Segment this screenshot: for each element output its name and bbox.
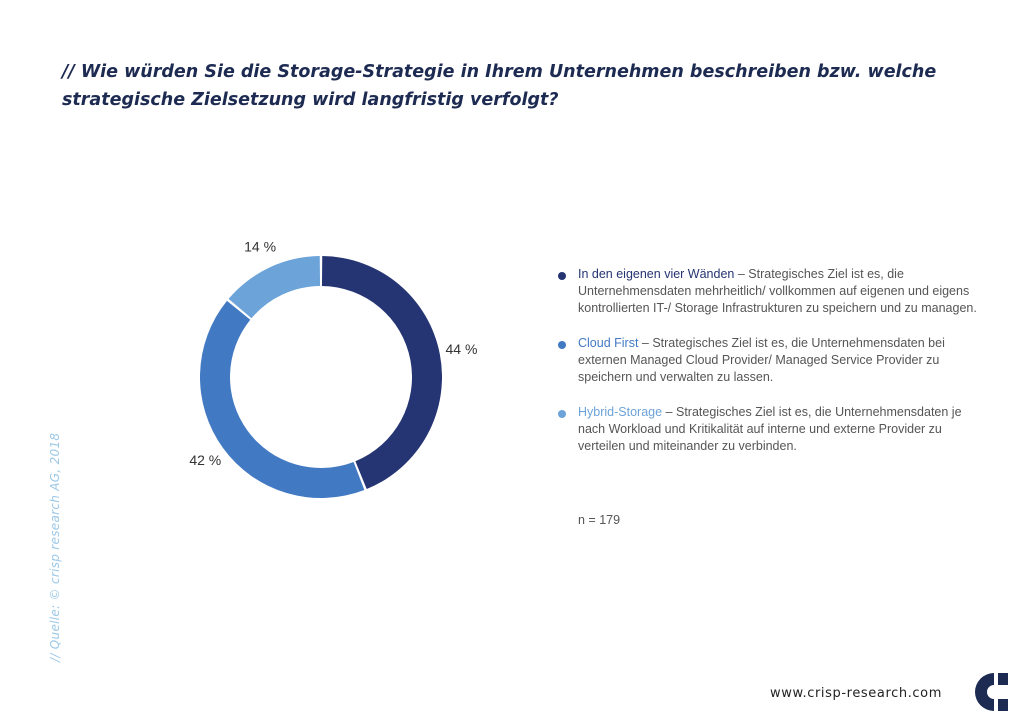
legend-name: Hybrid-Storage bbox=[578, 405, 663, 419]
legend-description: – Strategisches Ziel ist es, die Unterne… bbox=[578, 405, 962, 453]
legend-name: Cloud First bbox=[578, 336, 639, 350]
footer-url[interactable]: www.crisp-research.com bbox=[770, 686, 942, 701]
crisp-research-logo-icon bbox=[975, 673, 1008, 711]
legend-text: Cloud First – Strategisches Ziel ist es,… bbox=[578, 335, 978, 386]
logo-mark bbox=[975, 673, 994, 711]
donut-slice bbox=[321, 256, 442, 490]
legend-bullet bbox=[558, 272, 566, 280]
logo-bar bbox=[998, 699, 1008, 711]
donut-slice bbox=[228, 256, 321, 319]
chart-legend: In den eigenen vier Wänden – Strategisch… bbox=[558, 266, 978, 473]
legend-text: Hybrid-Storage – Strategisches Ziel ist … bbox=[578, 404, 978, 455]
sample-size: n = 179 bbox=[578, 513, 621, 527]
logo-bar bbox=[998, 673, 1008, 685]
legend-description: – Strategisches Ziel ist es, die Unterne… bbox=[578, 267, 977, 315]
legend-item: In den eigenen vier Wänden – Strategisch… bbox=[558, 266, 978, 317]
page-title: // Wie würden Sie die Storage-Strategie … bbox=[62, 62, 937, 110]
legend-item: Hybrid-Storage – Strategisches Ziel ist … bbox=[558, 404, 978, 455]
donut-slice bbox=[200, 300, 365, 498]
slice-label: 42 % bbox=[189, 452, 221, 468]
slice-label: 14 % bbox=[244, 238, 276, 254]
donut-chart: 44 % 42 % 14 % bbox=[189, 238, 478, 498]
legend-name: In den eigenen vier Wänden bbox=[578, 267, 735, 281]
source-note: // Quelle: © crisp research AG, 2018 bbox=[48, 432, 62, 662]
legend-bullet bbox=[558, 341, 566, 349]
legend-description: – Strategisches Ziel ist es, die Unterne… bbox=[578, 336, 945, 384]
legend-text: In den eigenen vier Wänden – Strategisch… bbox=[578, 266, 978, 317]
slice-label: 44 % bbox=[446, 341, 478, 357]
legend-bullet bbox=[558, 410, 566, 418]
legend-item: Cloud First – Strategisches Ziel ist es,… bbox=[558, 335, 978, 386]
